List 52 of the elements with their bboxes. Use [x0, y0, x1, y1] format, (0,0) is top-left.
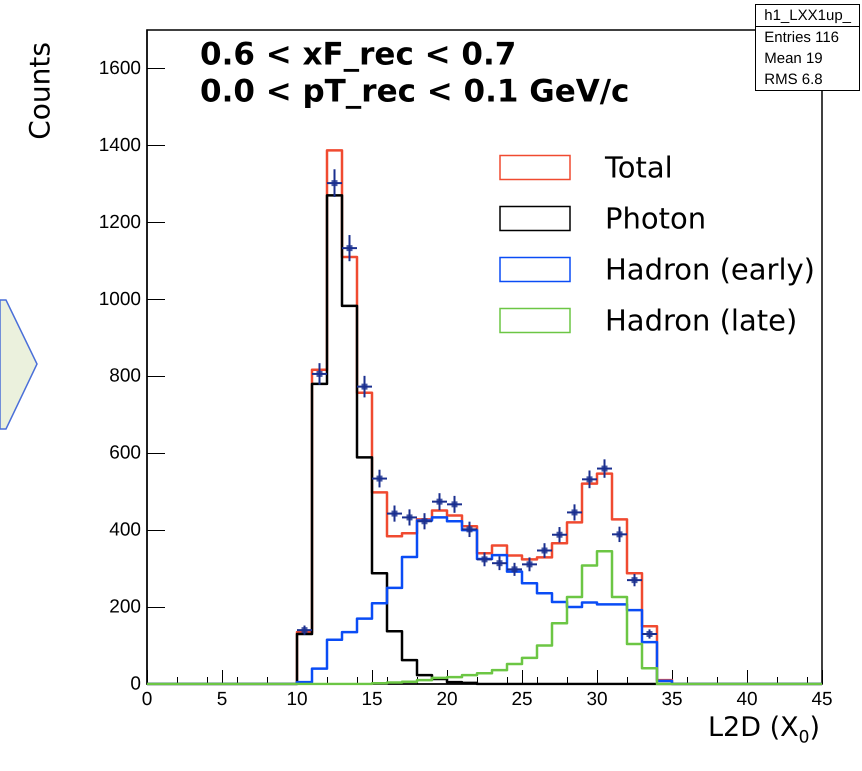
- chart-title: 0.6 < xF_rec < 0.7: [200, 36, 516, 72]
- x-tick-label: 40: [736, 689, 758, 710]
- text: 0.0 < pT_rec < 0.1 GeV/c: [200, 74, 630, 110]
- legend-label: Hadron (late): [605, 304, 798, 338]
- y-tick-label: 1000: [98, 288, 141, 310]
- annotation: Entries 116: [763, 28, 840, 48]
- y-tick-label: 800: [109, 366, 141, 387]
- point: [362, 384, 368, 390]
- point: [572, 509, 578, 516]
- y-tick-label: 1200: [98, 212, 141, 233]
- legend-label: Photon: [605, 202, 706, 236]
- point: [526, 561, 532, 568]
- point: [376, 476, 382, 482]
- x-tick-label: 20: [436, 689, 458, 710]
- x-tick-label: 35: [661, 689, 683, 710]
- x-axis-title: L2D (X$_{0}$): [708, 712, 820, 748]
- point: [346, 245, 352, 252]
- legend-label: Total: [604, 150, 673, 184]
- point: [392, 510, 398, 517]
- point: [632, 577, 638, 584]
- point: [406, 514, 412, 520]
- y-tick-label: 200: [109, 596, 141, 618]
- point: [496, 560, 502, 566]
- x-tick-label: 45: [811, 689, 833, 710]
- point: [436, 498, 442, 505]
- point: [482, 556, 488, 562]
- legend-label: Hadron (early): [605, 252, 816, 286]
- point: [466, 526, 472, 532]
- annotation: RMS 6.8: [763, 70, 824, 90]
- y-tick-label: 600: [109, 442, 141, 464]
- point: [512, 566, 518, 572]
- x-tick-label: 30: [586, 689, 608, 710]
- y-axis-title: Counts: [24, 42, 56, 140]
- x-tick-label: 10: [286, 689, 308, 710]
- y-tick-label: 400: [109, 520, 141, 541]
- point: [602, 466, 608, 472]
- annotation: Mean 19: [763, 49, 824, 69]
- point: [556, 532, 562, 538]
- point: [586, 476, 592, 482]
- x-tick-label: 25: [511, 689, 533, 710]
- y-tick-label: 0: [130, 674, 141, 694]
- point: [332, 180, 338, 186]
- point: [616, 531, 622, 538]
- point: [452, 501, 458, 508]
- y-tick-label: 1600: [98, 58, 141, 79]
- point: [542, 548, 548, 554]
- x-tick-label: 5: [216, 689, 228, 710]
- point: [316, 370, 322, 377]
- x-tick-label: 15: [361, 689, 383, 710]
- text: h1_LXX1up_: [756, 5, 859, 27]
- y-tick-label: 1400: [98, 134, 141, 156]
- point: [422, 518, 428, 524]
